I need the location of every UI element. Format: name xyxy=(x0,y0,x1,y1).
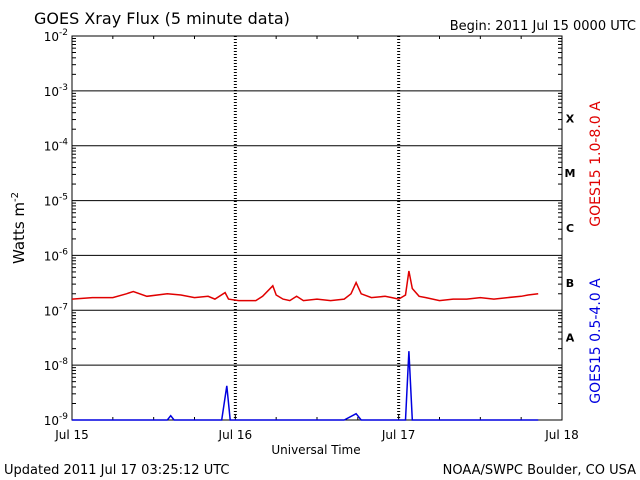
y-tick-label: 10-7 xyxy=(44,302,68,318)
begin-time: Begin: 2011 Jul 15 0000 UTC xyxy=(450,19,636,34)
flare-class-m: M xyxy=(565,167,576,180)
flare-class-x: X xyxy=(566,112,575,125)
updated-timestamp: Updated 2011 Jul 17 03:25:12 UTC xyxy=(4,463,229,478)
flare-class-c: C xyxy=(566,222,574,235)
y-tick-label: 10-3 xyxy=(44,83,68,99)
y-tick-label: 10-8 xyxy=(44,357,69,373)
flare-class-a: A xyxy=(566,332,575,345)
plot-area: 10-9 10-8 10-7 10-6 10-5 10-4 10-3 10-2 Jul 15 Ju… xyxy=(44,28,579,442)
data-source: NOAA/SWPC Boulder, CO USA xyxy=(443,463,636,478)
legend-series-short: GOES15 0.5-4.0 A xyxy=(588,278,604,404)
chart-title: GOES Xray Flux (5 minute data) xyxy=(34,9,290,28)
x-tick-label: Jul 17 xyxy=(381,428,416,442)
y-tick-label: 10-6 xyxy=(44,247,69,263)
y-tick-label: 10-5 xyxy=(44,193,68,209)
plot-frame xyxy=(71,35,563,421)
series-line-short-wavelength xyxy=(72,351,539,421)
x-tick-label: Jul 16 xyxy=(218,428,253,442)
series-line-long-wavelength xyxy=(71,270,539,302)
x-tick-label: Jul 18 xyxy=(544,428,579,442)
x-tick-label: Jul 15 xyxy=(54,428,89,442)
y-tick-label: 10-4 xyxy=(44,138,69,154)
flare-class-b: B xyxy=(566,277,574,290)
legend-series-long: GOES15 1.0-8.0 A xyxy=(588,101,604,227)
y-tick-label: 10-9 xyxy=(44,412,69,428)
y-tick-label: 10-2 xyxy=(44,28,68,44)
y-axis-label: Watts m-2 xyxy=(10,192,28,264)
x-axis-label: Universal Time xyxy=(271,443,360,457)
